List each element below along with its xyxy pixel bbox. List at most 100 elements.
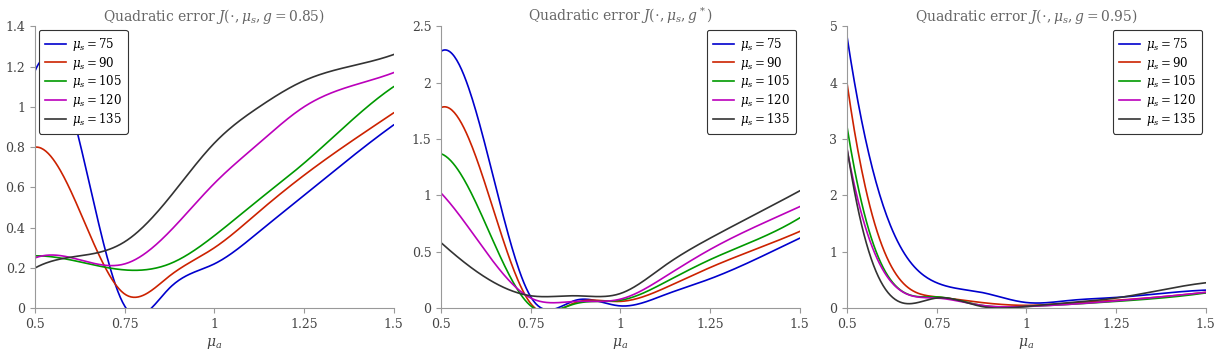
$\mu_s = 135$ (386, 52, 400, 57)
Line: $\mu_s = 135$: $\mu_s = 135$ (441, 191, 800, 297)
$\mu_s = 120$ (386, 71, 400, 75)
$\mu_s = 120$ (1198, 290, 1212, 295)
$\mu_s = 75$ (761, 251, 775, 255)
$\mu_s = 120$ (841, 155, 856, 159)
$\mu_s = 75$ (1054, 299, 1068, 303)
$\mu_s = 135$ (737, 218, 752, 222)
$\mu_s = 135$ (1143, 290, 1158, 294)
Line: $\mu_s = 120$: $\mu_s = 120$ (441, 193, 800, 303)
Legend: $\mu_s = 75$, $\mu_s = 90$, $\mu_s = 105$, $\mu_s = 120$, $\mu_s = 135$: $\mu_s = 75$, $\mu_s = 90$, $\mu_s = 105… (39, 30, 128, 134)
$\mu_s = 75$ (242, 237, 256, 242)
$\mu_s = 75$ (648, 296, 663, 300)
$\mu_s = 120$ (1060, 302, 1074, 307)
$\mu_s = 135$ (1055, 301, 1070, 306)
Line: $\mu_s = 105$: $\mu_s = 105$ (441, 154, 800, 312)
$\mu_s = 75$ (39, 56, 54, 60)
$\mu_s = 90$ (386, 111, 400, 115)
$\mu_s = 120$ (1166, 293, 1181, 298)
$\mu_s = 90$ (540, 311, 554, 315)
$\mu_s = 120$ (242, 150, 256, 155)
$\mu_s = 90$ (127, 295, 142, 300)
$\mu_s = 120$ (647, 281, 662, 285)
Line: $\mu_s = 135$: $\mu_s = 135$ (35, 55, 393, 268)
X-axis label: $\mu_a$: $\mu_a$ (612, 336, 629, 351)
$\mu_s = 75$ (1060, 298, 1074, 303)
$\mu_s = 105$ (386, 85, 400, 89)
Line: $\mu_s = 75$: $\mu_s = 75$ (35, 58, 393, 316)
$\mu_s = 135$ (28, 266, 43, 270)
$\mu_s = 90$ (648, 290, 663, 294)
$\mu_s = 90$ (1055, 302, 1070, 306)
$\mu_s = 90$ (437, 105, 452, 109)
Title: Quadratic error $J(\cdot, \mu_s, g = 0.95)$: Quadratic error $J(\cdot, \mu_s, g = 0.9… (915, 7, 1138, 26)
$\mu_s = 120$ (331, 88, 346, 92)
$\mu_s = 90$ (1060, 301, 1074, 306)
$\mu_s = 120$ (1055, 303, 1070, 307)
$\mu_s = 105$ (1166, 295, 1181, 299)
$\mu_s = 105$ (1054, 303, 1068, 307)
$\mu_s = 105$ (647, 286, 662, 290)
$\mu_s = 120$ (737, 230, 752, 234)
$\mu_s = 75$ (243, 236, 258, 241)
$\mu_s = 135$ (353, 62, 368, 66)
$\mu_s = 135$ (841, 155, 856, 159)
$\mu_s = 90$ (1018, 303, 1033, 307)
$\mu_s = 90$ (248, 212, 263, 217)
$\mu_s = 120$ (242, 149, 256, 154)
$\mu_s = 135$ (241, 113, 255, 117)
$\mu_s = 120$ (648, 280, 663, 285)
$\mu_s = 135$ (1060, 301, 1074, 305)
$\mu_s = 135$ (840, 147, 855, 151)
$\mu_s = 90$ (435, 105, 449, 109)
$\mu_s = 135$ (435, 242, 449, 246)
$\mu_s = 90$ (840, 82, 855, 87)
$\mu_s = 120$ (840, 148, 855, 152)
$\mu_s = 105$ (792, 216, 807, 220)
$\mu_s = 105$ (648, 285, 663, 289)
$\mu_s = 75$ (840, 36, 855, 40)
$\mu_s = 75$ (433, 49, 448, 53)
$\mu_s = 135$ (247, 108, 261, 112)
$\mu_s = 75$ (249, 231, 264, 236)
Line: $\mu_s = 105$: $\mu_s = 105$ (847, 128, 1205, 307)
$\mu_s = 90$ (650, 289, 664, 293)
$\mu_s = 105$ (1060, 302, 1074, 307)
$\mu_s = 120$ (1143, 296, 1158, 300)
$\mu_s = 120$ (792, 205, 807, 209)
$\mu_s = 120$ (654, 277, 669, 281)
$\mu_s = 105$ (248, 200, 263, 205)
$\mu_s = 105$ (242, 206, 256, 210)
$\mu_s = 75$ (437, 48, 452, 52)
$\mu_s = 135$ (994, 306, 1009, 310)
$\mu_s = 75$ (792, 236, 807, 240)
$\mu_s = 75$ (1198, 288, 1212, 292)
$\mu_s = 135$ (648, 270, 663, 274)
$\mu_s = 135$ (29, 265, 44, 270)
X-axis label: $\mu_a$: $\mu_a$ (206, 336, 222, 351)
$\mu_s = 105$ (28, 254, 43, 258)
$\mu_s = 75$ (355, 146, 370, 151)
$\mu_s = 105$ (435, 152, 449, 156)
Line: $\mu_s = 90$: $\mu_s = 90$ (441, 107, 800, 313)
$\mu_s = 105$ (840, 126, 855, 130)
$\mu_s = 75$ (1029, 301, 1044, 305)
$\mu_s = 105$ (354, 110, 369, 114)
Line: $\mu_s = 135$: $\mu_s = 135$ (847, 149, 1205, 308)
$\mu_s = 105$ (998, 305, 1012, 309)
$\mu_s = 90$ (656, 287, 670, 291)
$\mu_s = 75$ (650, 296, 664, 300)
$\mu_s = 90$ (242, 218, 256, 223)
$\mu_s = 75$ (129, 314, 144, 318)
$\mu_s = 120$ (546, 301, 560, 305)
$\mu_s = 90$ (28, 145, 43, 149)
$\mu_s = 90$ (761, 242, 775, 246)
$\mu_s = 90$ (242, 217, 256, 222)
$\mu_s = 105$ (737, 243, 752, 247)
$\mu_s = 90$ (1198, 290, 1212, 295)
Line: $\mu_s = 120$: $\mu_s = 120$ (847, 150, 1205, 307)
X-axis label: $\mu_a$: $\mu_a$ (1018, 336, 1034, 351)
$\mu_s = 75$ (29, 66, 44, 70)
$\mu_s = 135$ (647, 271, 662, 275)
$\mu_s = 120$ (435, 192, 449, 197)
$\mu_s = 105$ (433, 152, 448, 156)
